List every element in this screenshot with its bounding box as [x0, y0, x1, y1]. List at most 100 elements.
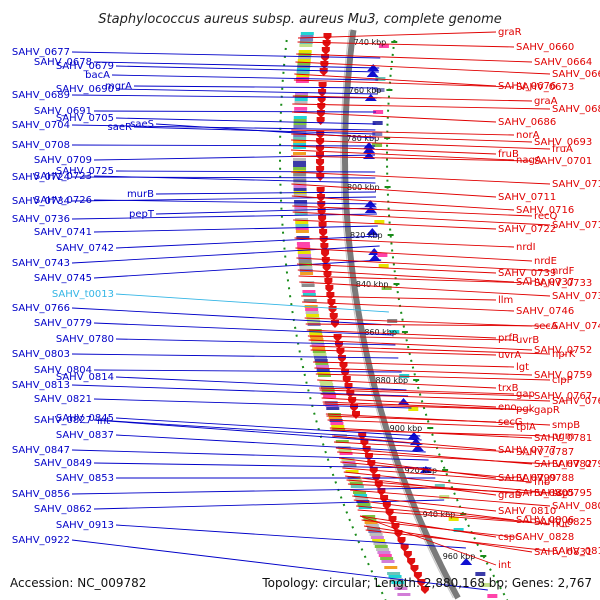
genome-backbone — [342, 29, 461, 600]
cog-feature-block — [298, 50, 312, 53]
cog-feature-block — [376, 548, 390, 551]
forward-gene-arrow — [333, 334, 342, 342]
cog-feature-block — [309, 332, 323, 335]
right-gene-label: SAHV_0799 — [498, 473, 556, 484]
left-label-connector — [115, 170, 376, 173]
forward-gene-arrow — [420, 586, 429, 594]
cog-feature-block — [378, 264, 389, 268]
left-gene-label: int — [97, 416, 110, 427]
right-label-connector — [340, 461, 515, 479]
left-gene-label: SAHV_0766 — [12, 303, 70, 314]
cog-feature-block — [293, 167, 307, 170]
forward-gene-arrow — [316, 138, 325, 146]
reverse-gene-arrow — [363, 142, 376, 149]
cog-feature-block — [293, 140, 307, 143]
right-gene-label: SAHV_0701 — [534, 156, 592, 167]
cog-feature-block — [296, 74, 310, 77]
right-gene-label: SAHV_0788 — [516, 473, 574, 484]
cog-feature-block — [293, 122, 307, 125]
right-gene-label: SAHV_0676 — [498, 81, 556, 92]
cog-feature-block — [388, 575, 402, 578]
forward-gene-arrow — [348, 397, 357, 405]
forward-gene-arrow — [339, 362, 348, 370]
forward-gene-arrow — [318, 82, 327, 90]
left-gene-label: SAHV_0709 — [34, 155, 92, 166]
cog-feature-block — [295, 218, 309, 221]
forward-gene-arrow — [400, 544, 409, 552]
cog-feature-block — [319, 380, 333, 383]
right-label-connector — [353, 499, 515, 521]
cog-feature-block — [320, 383, 334, 386]
left-label-connector — [71, 94, 377, 99]
reverse-gene-arrow — [366, 70, 379, 77]
cog-feature-block — [328, 416, 342, 419]
forward-gene-arrow — [319, 229, 328, 237]
topology-text: Topology: circular; Length: 2,880,168 bp… — [261, 576, 592, 590]
left-label-connector — [155, 207, 377, 215]
cog-feature-block — [368, 530, 382, 533]
cog-feature-block — [293, 173, 307, 176]
left-gene-label: SAHV_0827 — [34, 415, 92, 426]
kbp-tick-label: 800 kbp — [347, 183, 380, 192]
accession-text: Accession: NC_009782 — [10, 576, 146, 590]
forward-gene-arrow — [403, 551, 412, 559]
right-gene-label: ssp — [552, 488, 569, 499]
cog-feature-block — [293, 116, 307, 119]
right-gene-label: SAHV_0794 — [552, 459, 600, 470]
cog-feature-block — [294, 206, 308, 209]
cog-feature-block — [389, 330, 400, 334]
cog-feature-block — [367, 527, 381, 530]
right-label-connector — [297, 263, 497, 274]
right-gene-label: trxB — [498, 383, 519, 394]
forward-gene-arrow — [385, 509, 394, 517]
right-gene-label: SAHV_0719 — [552, 220, 600, 231]
left-label-connector — [111, 420, 422, 441]
left-gene-label: SAHV_0708 — [12, 140, 70, 151]
cog-feature-block — [310, 338, 324, 341]
cog-feature-block — [294, 200, 308, 203]
left-gene-label: SAHV_0724 — [12, 172, 70, 183]
right-gene-label: int — [498, 560, 511, 571]
right-gene-label: secA — [534, 321, 558, 332]
cog-feature-block — [299, 44, 313, 47]
forward-gene-arrow — [362, 446, 371, 454]
right-label-connector — [323, 403, 533, 411]
right-gene-label: fruB — [498, 149, 519, 160]
forward-gene-arrow — [337, 355, 346, 363]
right-label-connector — [291, 145, 497, 155]
cog-feature-block — [293, 125, 307, 128]
right-label-connector — [297, 41, 515, 48]
cog-feature-block — [350, 485, 364, 488]
left-gene-label: saeR — [108, 122, 132, 133]
right-gene-label: eno — [498, 402, 517, 413]
right-label-connector — [294, 73, 497, 87]
cog-feature-block — [372, 121, 383, 125]
left-label-connector — [93, 175, 376, 184]
cog-feature-block — [293, 164, 307, 167]
left-label-connector — [93, 199, 377, 205]
right-label-connector — [292, 211, 551, 226]
cog-feature-block — [300, 272, 314, 275]
left-label-connector — [93, 499, 445, 510]
cog-feature-block — [378, 554, 392, 557]
right-gene-label: SAHV_0777 — [498, 445, 556, 456]
left-label-connector — [71, 487, 440, 495]
forward-gene-arrow — [319, 68, 328, 76]
right-gene-label: nrdI — [516, 242, 536, 253]
right-gene-label: SAHV_0711 — [498, 192, 556, 203]
cog-feature-block — [373, 110, 384, 114]
cog-feature-block — [294, 203, 308, 206]
right-gene-label: prfB — [498, 333, 519, 344]
right-gene-label: SAHV_0693 — [534, 137, 592, 148]
cog-feature-block — [293, 134, 307, 137]
cog-feature-block — [326, 407, 340, 410]
cog-feature-block — [397, 593, 411, 596]
right-label-connector — [304, 317, 533, 327]
right-label-connector — [322, 401, 515, 410]
cog-feature-block — [313, 353, 327, 356]
left-label-connector — [93, 369, 402, 373]
left-label-connector — [71, 353, 399, 359]
reverse-gene-arrow — [366, 228, 379, 235]
cog-feature-block — [377, 253, 388, 257]
cog-feature-block — [315, 365, 329, 368]
